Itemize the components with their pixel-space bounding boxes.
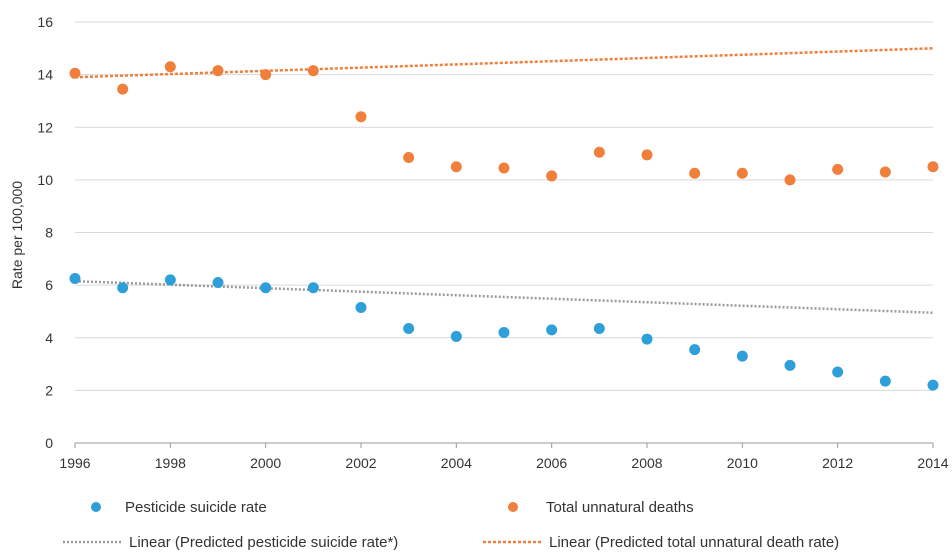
x-tick-label-2012: 2012 xyxy=(822,455,853,471)
point-series-2-2003 xyxy=(403,152,415,164)
y-axis-label: Rate per 100,000 xyxy=(9,181,25,289)
axes: 0 2 4 6 8 10 12 14 16 1996 1998 2000 2002 2004 2006 200… xyxy=(37,14,948,471)
x-tick-label-2006: 2006 xyxy=(536,455,567,471)
point-series-2-2006 xyxy=(546,170,558,182)
point-series-1-2004 xyxy=(450,330,462,342)
y-tick-label-2: 2 xyxy=(45,382,53,398)
point-series-2-1999 xyxy=(212,65,224,77)
legend-label-1: Pesticide suicide rate xyxy=(125,499,267,516)
y-tick-label-16: 16 xyxy=(37,14,53,30)
point-series-2-2001 xyxy=(307,65,319,77)
data-points xyxy=(69,61,939,391)
point-series-1-2003 xyxy=(403,323,415,335)
y-tick-label-0: 0 xyxy=(45,435,53,451)
point-series-1-2013 xyxy=(879,375,891,387)
legend: Pesticide suicide rate Total unnatural de… xyxy=(63,499,839,551)
x-tick-label-2010: 2010 xyxy=(727,455,758,471)
trendline-2 xyxy=(74,47,934,79)
trendline-1 xyxy=(74,279,934,315)
point-series-1-2000 xyxy=(260,282,272,294)
point-series-1-2005 xyxy=(498,326,510,338)
point-series-2-2012 xyxy=(832,163,844,175)
y-tick-label-14: 14 xyxy=(37,67,53,83)
x-tick-label-2004: 2004 xyxy=(441,455,472,471)
y-tick-label-4: 4 xyxy=(45,330,53,346)
point-series-2-2008 xyxy=(641,149,653,161)
x-tick-label-2008: 2008 xyxy=(631,455,662,471)
point-series-1-2007 xyxy=(593,323,605,335)
point-series-2-2013 xyxy=(879,166,891,178)
x-tick-label-2014: 2014 xyxy=(917,455,948,471)
x-tick-label-2000: 2000 xyxy=(250,455,281,471)
point-series-1-2011 xyxy=(784,359,796,371)
point-series-2-2004 xyxy=(450,161,462,173)
point-series-1-1997 xyxy=(117,282,129,294)
point-series-1-2006 xyxy=(546,324,558,336)
point-series-2-2000 xyxy=(260,69,272,81)
point-series-1-2002 xyxy=(355,301,367,313)
y-tick-label-12: 12 xyxy=(37,119,53,135)
point-series-2-1997 xyxy=(117,83,129,95)
point-series-2-1996 xyxy=(69,67,81,79)
y-tick-label-8: 8 xyxy=(45,225,53,241)
point-series-2-2007 xyxy=(593,146,605,158)
point-series-2-2010 xyxy=(736,167,748,179)
point-series-1-2014 xyxy=(927,379,939,391)
legend-label-2: Total unnatural deaths xyxy=(546,499,694,516)
point-series-1-2001 xyxy=(307,282,319,294)
point-series-1-1998 xyxy=(164,274,176,286)
point-series-2-2014 xyxy=(927,161,939,173)
point-series-1-1999 xyxy=(212,276,224,288)
x-tick-label-1998: 1998 xyxy=(155,455,186,471)
y-tick-label-6: 6 xyxy=(45,277,53,293)
x-tick-label-1996: 1996 xyxy=(59,455,90,471)
point-series-2-2009 xyxy=(689,167,701,179)
point-series-1-2009 xyxy=(689,344,701,356)
legend-label-4: Linear (Predicted total unnatural death … xyxy=(549,534,839,551)
legend-marker-1 xyxy=(91,502,101,512)
trendlines xyxy=(74,47,934,315)
point-series-2-2011 xyxy=(784,174,796,186)
legend-label-3: Linear (Predicted pesticide suicide rate… xyxy=(129,534,398,551)
point-series-1-2010 xyxy=(736,350,748,362)
point-series-2-2002 xyxy=(355,111,367,123)
x-tick-label-2002: 2002 xyxy=(345,455,376,471)
point-series-1-1996 xyxy=(69,273,81,285)
point-series-1-2012 xyxy=(832,366,844,378)
point-series-2-1998 xyxy=(164,61,176,73)
point-series-1-2008 xyxy=(641,333,653,345)
legend-marker-2 xyxy=(508,502,518,512)
point-series-2-2005 xyxy=(498,162,510,174)
y-tick-label-10: 10 xyxy=(37,172,53,188)
